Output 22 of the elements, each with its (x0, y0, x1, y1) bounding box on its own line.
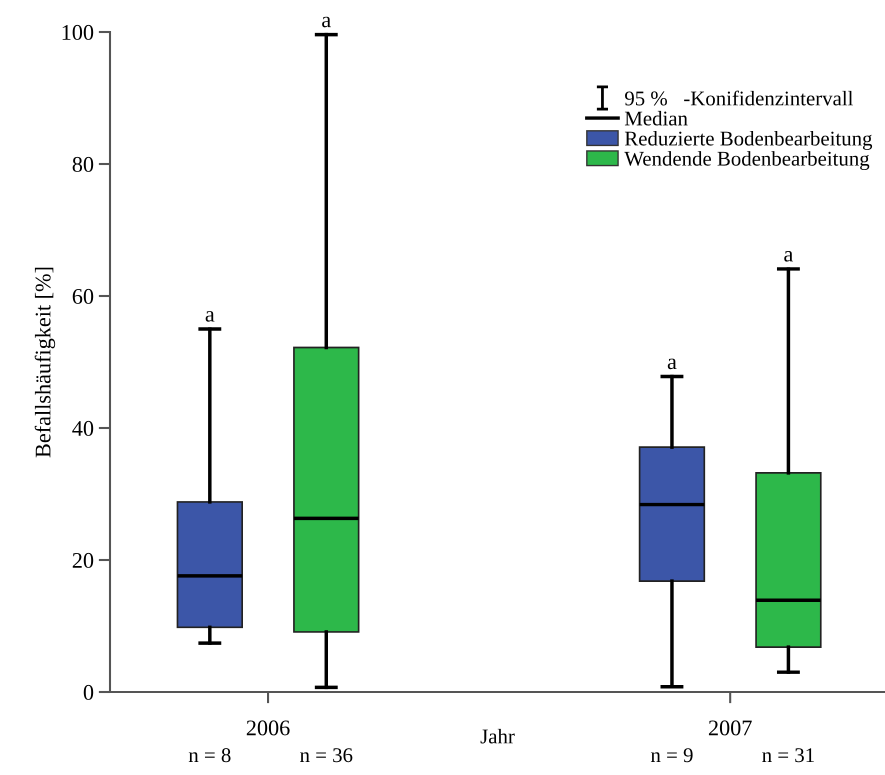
legend-label: Wendende Bodenbearbeitung (624, 151, 870, 170)
x-tick-label: 2006 (246, 720, 290, 736)
y-tick-label: 0 (84, 684, 94, 700)
x-tick-label: 2007 (708, 720, 752, 736)
text: n = 8 (188, 748, 231, 762)
annotation: a (784, 251, 794, 262)
legend-label: Reduzierte Bodenbearbeitung (624, 130, 872, 150)
y-axis-title: Befallshäufigkeit [%] (34, 268, 56, 458)
y-tick-label: 40 (72, 420, 94, 436)
y-tick-label: 20 (72, 552, 94, 568)
text: n = 36 (300, 748, 352, 762)
text: a (322, 16, 331, 28)
y-tick-label: 80 (72, 156, 94, 172)
y-tick-label: 60 (72, 288, 94, 304)
text: n = 31 (762, 748, 814, 762)
y-tick-label: 100 (62, 24, 94, 40)
x-axis-title: Jahr (480, 728, 515, 744)
annotation: 95 % -Konifidenzintervall (624, 90, 853, 106)
annotation: a (668, 358, 677, 370)
text: n = 9 (650, 748, 693, 762)
annotation: Median (624, 110, 688, 126)
annotation: a (206, 311, 214, 322)
